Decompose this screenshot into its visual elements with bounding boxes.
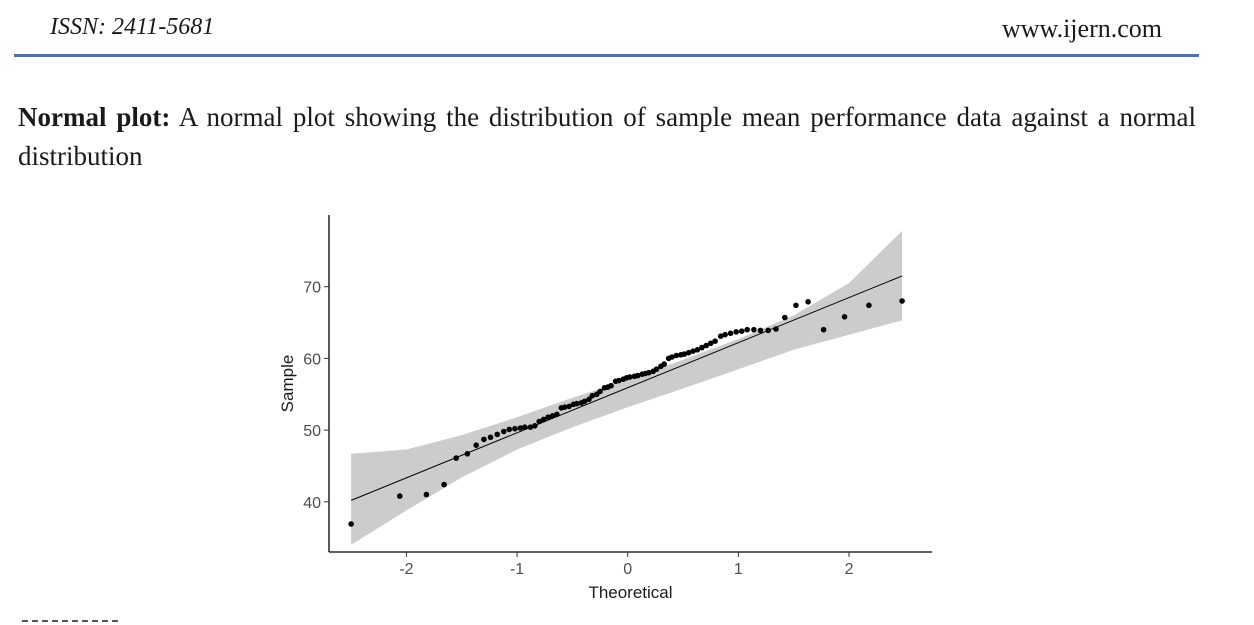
data-point [441,481,447,488]
data-point [473,442,479,448]
data-point [627,374,633,380]
data-point [841,314,848,320]
data-point [634,372,641,379]
data-point [681,351,687,357]
data-point [646,369,652,376]
data-point [733,329,739,335]
data-point [782,314,788,321]
data-point [805,299,811,305]
data-point [397,493,403,499]
data-point [722,331,728,338]
x-tick-label: 1 [734,561,743,578]
data-point [517,425,524,431]
data-point [673,352,680,359]
data-point [820,326,827,333]
data-point [866,302,872,309]
data-point [494,431,500,438]
data-point [464,451,471,457]
x-tick-label: -1 [510,561,524,578]
journal-issn: ISSN: 2411-5681 [50,14,215,40]
data-point [566,403,572,410]
data-point [487,434,494,441]
data-point [586,396,592,403]
data-point [554,411,560,418]
normal-qq-plot: -2 -1 0 1 2 40 50 60 70 Theoretical Sample [278,215,932,602]
data-point [348,521,354,527]
y-tick-label: 60 [303,351,321,368]
data-point [690,348,696,354]
data-point [793,302,799,309]
data-point [661,361,667,367]
x-tick-label: -2 [399,561,413,578]
data-point [522,424,528,430]
data-point [738,328,745,334]
y-tick-label: 50 [303,423,321,440]
data-point [540,416,547,423]
data-point [744,326,750,333]
data-point [616,377,622,384]
data-point [589,392,596,399]
data-point [703,342,710,349]
x-tick-label: 2 [845,561,854,578]
data-point [707,340,714,347]
data-point [653,366,660,372]
figure-caption: Normal plot: A normal plot showing the d… [18,98,1196,176]
data-point [597,388,603,395]
data-point [773,326,779,332]
data-point [549,413,556,419]
data-point [506,426,513,433]
caption-text: A normal plot showing the distribution o… [18,102,1196,171]
data-point [685,349,692,356]
y-tick-label: 40 [303,495,321,512]
data-point [899,298,905,304]
data-point [694,347,701,353]
data-point [712,338,718,344]
data-point [717,333,724,339]
data-point [545,414,551,420]
data-point [765,327,771,334]
y-tick-label: 70 [303,280,321,297]
cropped-text-fragment [22,620,122,622]
data-point [669,354,675,360]
y-axis-label: Sample [278,355,297,413]
data-point [699,344,705,351]
data-point [757,327,764,334]
data-point [512,425,518,432]
x-tick-label: 0 [623,561,632,578]
data-point [536,418,542,425]
journal-website: www.ijern.com [1001,14,1162,43]
data-point [481,436,487,443]
data-point [532,423,538,429]
data-point [581,398,588,405]
data-point [561,404,568,410]
data-point [608,382,614,389]
data-point [501,428,507,435]
data-point [574,400,580,407]
data-point [423,491,430,498]
header-divider [14,54,1199,57]
reference-line [350,275,903,501]
x-axis-label: Theoretical [588,583,672,602]
data-point [453,455,459,461]
data-point [751,326,757,333]
data-point [727,330,734,337]
data-point [527,424,534,430]
caption-lead: Normal plot: [18,102,171,132]
